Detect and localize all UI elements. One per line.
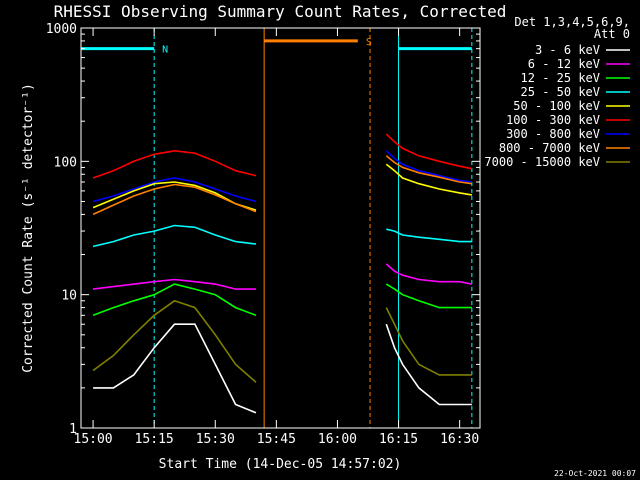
legend-entry-label: 3 - 6 keV <box>535 43 600 57</box>
series-line-7 <box>92 177 257 203</box>
legend-entry-label: 50 - 100 keV <box>513 99 600 113</box>
x-tick-label: 15:00 <box>74 432 113 447</box>
legend-entry-label: 6 - 12 keV <box>528 57 600 71</box>
x-tick-label: 15:30 <box>196 432 235 447</box>
y-tick-label: 1000 <box>46 22 77 37</box>
series-line-2 <box>93 278 256 290</box>
y-tick-label: 1 <box>69 422 77 437</box>
legend-entry-label: 25 - 50 keV <box>521 85 600 99</box>
plot-area: NS <box>81 28 473 428</box>
series-line-5 <box>385 163 473 196</box>
x-tick-label: 16:15 <box>379 432 418 447</box>
legend-entry-label: 12 - 25 keV <box>521 71 600 85</box>
x-tick-label: 16:00 <box>318 432 357 447</box>
series-line-5 <box>92 181 257 211</box>
legend-entry-label: 7000 - 15000 keV <box>484 155 600 169</box>
series-line-9 <box>92 299 257 383</box>
series-line-1 <box>93 323 257 414</box>
x-tick-label: 16:30 <box>440 432 479 447</box>
y-tick-label: 10 <box>61 289 77 304</box>
flag-n-label: N <box>162 45 168 56</box>
series-line-3 <box>385 283 472 309</box>
y-axis-label: Corrected Count Rate (s⁻¹ detector⁻¹) <box>21 83 36 373</box>
series-line-7 <box>385 150 473 183</box>
series-line-9 <box>385 307 472 376</box>
footer-timestamp: 22-Oct-2021 00:07 <box>554 469 636 478</box>
legend-header-line-2: Att 0 <box>594 27 630 41</box>
y-tick-label: 100 <box>54 155 77 170</box>
series-line-8 <box>92 183 257 216</box>
series-line-2 <box>385 263 473 285</box>
x-tick-label: 15:45 <box>257 432 296 447</box>
chart-title: RHESSI Observing Summary Count Rates, Co… <box>54 2 507 21</box>
plot-frame <box>80 27 481 429</box>
series-line-6 <box>92 149 257 179</box>
series-line-1 <box>385 323 472 406</box>
series-line-6 <box>385 133 473 170</box>
series-line-3 <box>92 283 257 317</box>
legend-header-line-1: Det 1,3,4,5,6,9, <box>514 15 630 29</box>
x-axis-label: Start Time (14-Dec-05 14:57:02) <box>159 457 402 472</box>
legend-entry-label: 300 - 800 keV <box>506 127 600 141</box>
legend-entry-label: 800 - 7000 keV <box>499 141 600 155</box>
legend-entry-label: 100 - 300 keV <box>506 113 600 127</box>
series-line-8 <box>385 155 473 185</box>
x-tick-label: 15:15 <box>135 432 174 447</box>
series-line-4 <box>386 228 472 243</box>
axes: 15:00 15:15 15:30 15:45 16:00 16:15 16:30 1 10 10… <box>46 22 481 447</box>
series-line-4 <box>92 224 257 248</box>
flag-s-label: S <box>366 37 372 48</box>
